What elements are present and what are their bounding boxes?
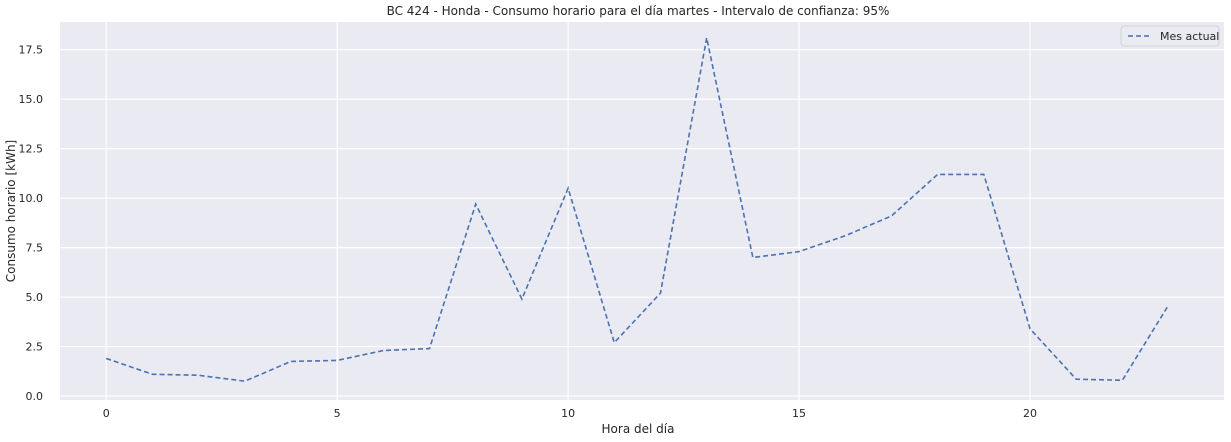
data-point: [981, 172, 986, 177]
data-point: [750, 255, 755, 260]
data-point: [1028, 326, 1033, 331]
plot-area: [60, 22, 1224, 400]
y-tick-label: 7.5: [26, 242, 44, 255]
x-axis-label: Hora del día: [602, 422, 675, 436]
data-point: [935, 172, 940, 177]
x-tick-label: 15: [792, 407, 806, 420]
y-tick-label: 5.0: [26, 291, 44, 304]
data-point: [566, 186, 571, 191]
x-tick-label: 0: [103, 407, 110, 420]
legend-box: [1120, 25, 1220, 47]
y-tick-label: 17.5: [19, 44, 44, 57]
data-point: [797, 249, 802, 254]
y-tick-label: 0.0: [26, 390, 44, 403]
data-point: [196, 373, 201, 378]
data-point: [242, 379, 247, 384]
x-tick-label: 20: [1023, 407, 1037, 420]
legend-label-mes-actual: Mes actual: [1160, 30, 1219, 43]
tick-labels: 0 5 10 15 20 0.0 2.5 5.0 7.5 10.0 12.5 15.0 17.5: [19, 44, 1038, 420]
data-point: [288, 359, 293, 364]
data-point: [335, 358, 340, 363]
data-point: [381, 348, 386, 353]
x-tick-label: 5: [334, 407, 341, 420]
chart-title: BC 424 - Honda - Consumo horario para el…: [387, 4, 890, 18]
y-tick-label: 10.0: [19, 192, 44, 205]
data-point: [473, 202, 478, 207]
data-point: [427, 346, 432, 351]
data-point: [843, 233, 848, 238]
data-point: [104, 356, 109, 361]
data-point: [612, 340, 617, 345]
data-point: [704, 35, 709, 40]
legend: Mes actual: [1120, 25, 1220, 47]
x-tick-label: 10: [561, 407, 575, 420]
data-point: [658, 291, 663, 296]
grid-lines: [60, 22, 1224, 400]
data-point: [1120, 378, 1125, 383]
data-point: [150, 372, 155, 377]
y-tick-label: 2.5: [26, 341, 44, 354]
y-axis-label: Consumo horario [kWh]: [4, 140, 18, 282]
y-tick-label: 15.0: [19, 93, 44, 106]
data-point: [1166, 303, 1171, 308]
data-point: [519, 297, 524, 302]
data-point: [889, 213, 894, 218]
data-point: [1074, 377, 1079, 382]
y-tick-label: 12.5: [19, 143, 44, 156]
